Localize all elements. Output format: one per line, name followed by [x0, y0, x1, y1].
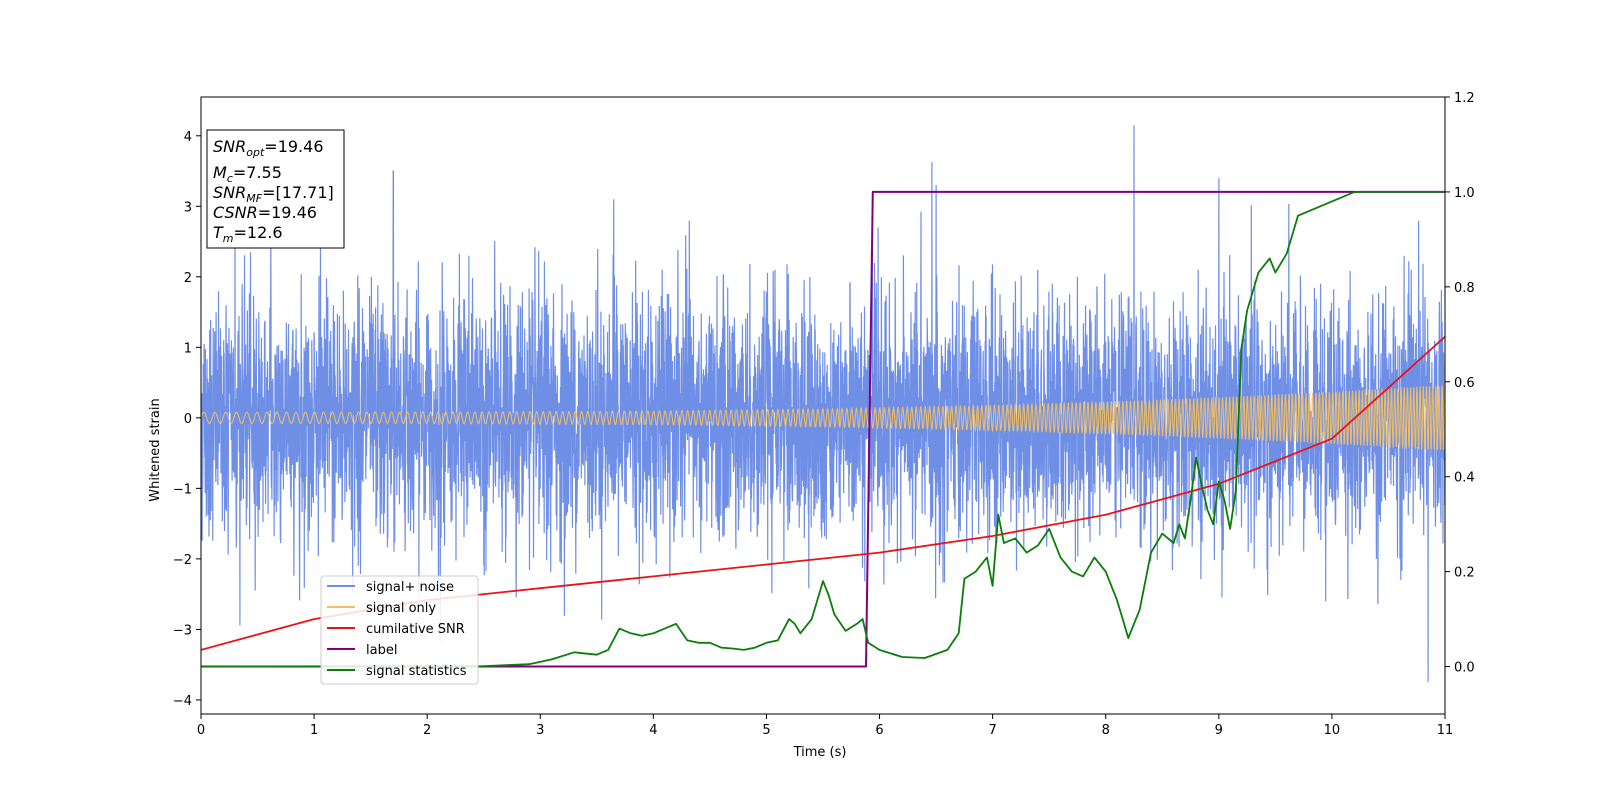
x-tick-label: 9	[1215, 723, 1223, 738]
y-right-tick-label: 0.6	[1454, 376, 1475, 391]
legend-item-cumulative-snr: cumilative SNR	[327, 622, 465, 637]
y-left-tick-label: 0	[184, 412, 192, 427]
snr-opt-line: SNRopt=19.46	[213, 137, 324, 159]
y-left-tick-label: 4	[184, 130, 192, 145]
legend-item-signal-only: signal only	[327, 601, 436, 616]
y-left-tick-label: −3	[173, 623, 192, 638]
series-signal-only-line	[201, 385, 1445, 451]
legend-label-signal-only: signal only	[366, 601, 436, 616]
y-right-tick-label: 0.8	[1454, 281, 1475, 296]
series-label-line	[201, 190, 1445, 668]
x-tick-label: 6	[875, 723, 883, 738]
y-left-tick-label: −4	[173, 694, 192, 709]
plot-frame	[200, 96, 1446, 715]
axis-ticks: 0 1 2 3 4 5 6 7 8 9 10 11 −4 −3 −2 −1 0 1 2 3 4 0.0 0.2 0.4 0.6 0…	[173, 91, 1475, 738]
legend-label-signal-noise: signal+ noise	[366, 580, 454, 595]
legend-label-label: label	[366, 643, 397, 658]
csnr-line: CSNR=19.46	[213, 203, 317, 222]
x-tick-label: 7	[988, 723, 996, 738]
x-axis-label: Time (s)	[793, 745, 847, 760]
y-right-tick-label: 0.2	[1454, 566, 1475, 581]
x-tick-label: 3	[536, 723, 544, 738]
x-tick-label: 11	[1437, 723, 1454, 738]
info-box: SNRopt=19.46 Mc=7.55 SNRMF=[17.71] CSNR=…	[206, 129, 345, 249]
x-tick-label: 10	[1324, 723, 1341, 738]
legend-item-signal-noise: signal+ noise	[327, 580, 454, 595]
x-tick-label: 4	[649, 723, 657, 738]
legend-item-label: label	[327, 643, 397, 658]
series-signal-statistics-line	[201, 191, 1445, 668]
y-right-tick-label: 0.4	[1454, 471, 1475, 486]
x-tick-label: 5	[762, 723, 770, 738]
y-left-tick-label: 2	[184, 271, 192, 286]
y-right-tick-label: 1.0	[1454, 186, 1475, 201]
y-axis-label: Whitened strain	[148, 398, 163, 501]
legend-label-signal-statistics: signal statistics	[366, 664, 467, 679]
y-left-tick-label: −1	[173, 482, 192, 497]
mc-line: Mc=7.55	[213, 163, 282, 185]
y-left-tick-label: 3	[184, 200, 192, 215]
legend-label-cumulative-snr: cumilative SNR	[366, 622, 465, 637]
snr-mf-line: SNRMF=[17.71]	[213, 183, 334, 205]
y-left-tick-label: 1	[184, 341, 192, 356]
y-right-tick-label: 0.0	[1454, 661, 1475, 676]
tm-line: Tm=12.6	[213, 223, 283, 245]
x-tick-label: 1	[310, 723, 318, 738]
x-tick-label: 8	[1102, 723, 1110, 738]
legend-item-signal-statistics: signal statistics	[327, 664, 467, 679]
x-tick-label: 0	[197, 723, 205, 738]
y-left-tick-label: −2	[173, 553, 192, 568]
y-right-tick-label: 1.2	[1454, 91, 1475, 106]
x-tick-label: 2	[423, 723, 431, 738]
legend: signal+ noise signal only cumilative SNR…	[320, 575, 479, 685]
